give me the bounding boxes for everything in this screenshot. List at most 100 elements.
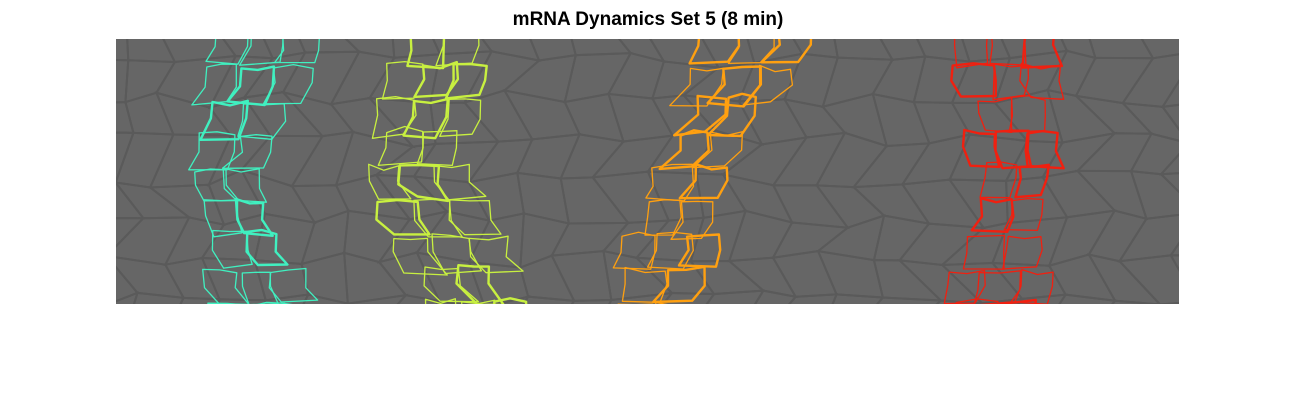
background-cell [816,249,885,299]
background-cell [396,294,442,304]
background-cell [661,291,716,304]
stripe-cell-outline [245,228,289,267]
highlighted-stripes [188,39,1065,304]
background-cell [782,97,847,139]
stripe-cell-outline [1002,235,1043,270]
background-cell [831,293,885,304]
stripe-cell-outline [237,103,287,140]
background-cell [300,209,350,266]
background-cell [872,214,931,262]
background-cell [1129,132,1179,176]
stripe-cell-outline [416,130,458,167]
background-cell [590,134,675,179]
background-cell [290,184,350,224]
background-cell [851,142,932,189]
stripe-cell-outline [368,163,412,200]
background-cell [1074,56,1155,105]
stripe-cell-outline [706,92,757,138]
stripe-cell-outline [992,63,1030,101]
stripe-cell-outline [950,62,997,98]
background-cell [133,291,186,304]
background-cell [263,293,310,304]
segmentation-image [116,39,1179,304]
background-cell [1047,253,1117,302]
background-cell [302,293,350,304]
background-cell [590,170,671,224]
stripe-cell-outline [431,233,483,275]
stripe-cell-outline [644,199,682,236]
background-cell [346,293,409,304]
background-cell [550,221,631,257]
stripe-cell-outline [692,131,744,169]
background-cell [559,133,626,180]
background-cell [753,289,798,304]
background-cell [415,251,485,304]
background-cell [239,168,317,224]
stripe-cell-outline [1003,197,1044,232]
background-cell [280,90,356,138]
stripe-cell-outline [199,99,250,142]
stripe-cell-outline [997,298,1037,304]
stripe-cell-outline [406,39,446,70]
background-cell [935,299,985,304]
stripe-cell-outline [435,39,480,67]
stripe-cell-outline [371,96,417,139]
stripe-cell-outline [979,161,1018,199]
stripe-cell-outline [274,39,320,64]
stripe-cell-outline [455,263,505,304]
background-cell [519,254,576,303]
background-cell [1160,79,1179,109]
background-cell [116,217,146,248]
stripe-cell-outline [423,266,480,303]
stripe-cell-outline [760,39,813,64]
background-cell [721,172,794,224]
stripe-cell-outline [651,265,706,304]
background-cell [502,89,582,141]
stripe-3 [612,39,813,304]
background-cell [329,50,396,106]
background-cell [126,39,177,64]
stripe-cell-outline [191,63,237,106]
background-cell [373,173,449,221]
figure-title: mRNA Dynamics Set 5 (8 min) [512,9,784,30]
background-cell [876,296,944,304]
stripe-cell-outline [202,268,250,304]
stripe-cell-outline [424,298,457,304]
stripe-cell-outline [448,199,502,236]
background-cell [788,293,839,304]
stripe-cell-outline [493,297,528,304]
stripe-cell-outline [205,39,249,65]
background-cell [896,259,985,304]
stripe-cell-outline [970,196,1015,234]
background-cell [570,298,613,304]
background-cell [217,298,268,304]
background-cell [116,101,135,134]
segmentation-canvas [116,39,1179,304]
stripe-cell-outline [194,168,240,202]
background-cell [281,50,361,106]
stripe-cell-outline [221,134,273,169]
background-cell [1117,254,1179,304]
stripe-cell-outline [646,231,694,270]
stripe-cell-outline [226,65,276,107]
stripe-cell-outline [1021,39,1064,69]
background-cell [1086,253,1161,304]
stripe-cell-outline [612,231,656,270]
background-cell [1073,94,1154,135]
background-cell [1158,152,1179,176]
stripe-cell-outline [222,167,268,203]
background-cell [462,89,534,143]
stripe-cell-outline [645,163,695,202]
background-cell [979,297,1025,304]
stripe-cell-outline [943,269,986,304]
stripe-cell-outline [955,298,999,304]
stripe-cell-outline [1019,62,1065,100]
background-cell [502,53,578,104]
stripe-cell-outline [742,64,794,106]
background-cell [116,131,135,184]
stripe-cell-outline [207,302,241,304]
background-cell [522,295,576,304]
background-cell [334,130,416,187]
background-cell [1169,39,1179,51]
stripe-cell-outline [621,266,668,304]
